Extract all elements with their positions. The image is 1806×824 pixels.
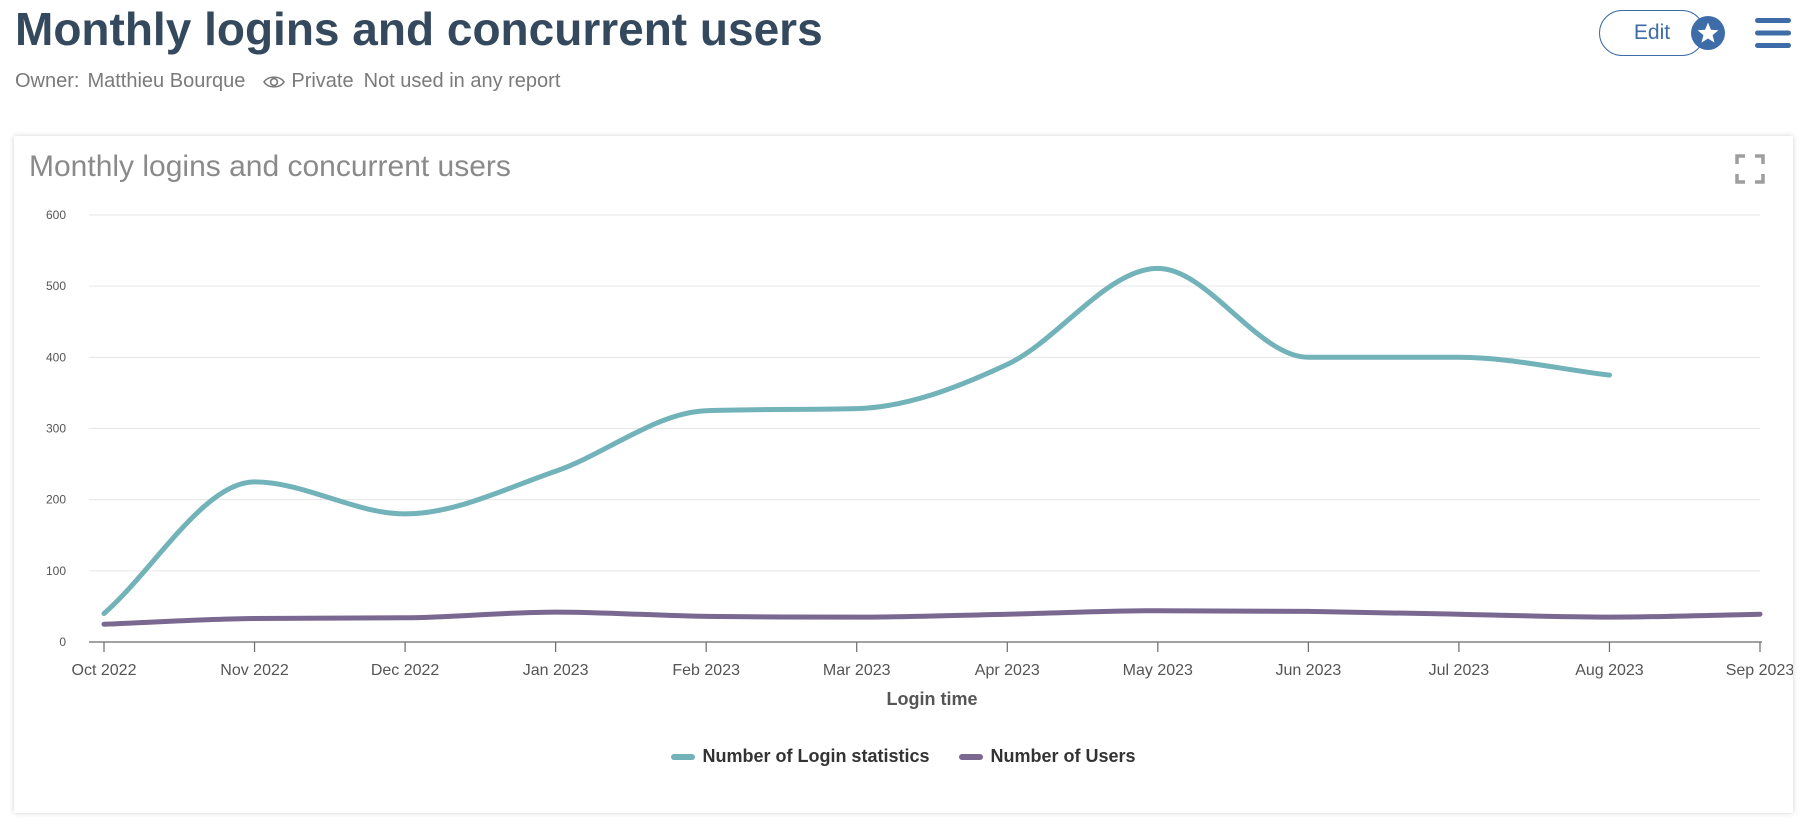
x-tick-label: Jan 2023: [523, 662, 589, 679]
page-title: Monthly logins and concurrent users: [15, 3, 823, 55]
series-line-1: [101, 265, 1612, 616]
x-tick-label: Nov 2022: [220, 662, 289, 679]
legend-item-1[interactable]: Number of Login statistics: [671, 746, 929, 767]
chart-card: Monthly logins and concurrent users 0 100…: [14, 136, 1793, 813]
x-tick-label: Dec 2022: [371, 662, 440, 679]
y-tick-label: 500: [46, 279, 66, 293]
legend-item-2[interactable]: Number of Users: [959, 746, 1136, 767]
x-tick-label: Oct 2022: [72, 662, 137, 679]
x-tick-label: Apr 2023: [975, 662, 1040, 679]
x-tick-label: Jul 2023: [1429, 662, 1490, 679]
line-chart: 0 100 200 300 400 500 600 Oct 2022 Nov 2022 Dec 2…: [46, 208, 1793, 709]
x-tick-label: Feb 2023: [672, 662, 740, 679]
legend-swatch: [671, 753, 696, 760]
x-tick-label: Sep 2023: [1726, 662, 1793, 679]
visibility-label: Private: [291, 70, 354, 92]
fullscreen-icon[interactable]: [1735, 154, 1765, 189]
legend-label: Number of Users: [990, 746, 1136, 766]
y-tick-label: 0: [59, 635, 66, 649]
y-tick-label: 300: [46, 422, 66, 436]
edit-button[interactable]: Edit: [1599, 10, 1705, 56]
owner-name: Matthieu Bourque: [87, 70, 246, 92]
legend-label: Number of Login statistics: [702, 746, 930, 766]
x-tick-label: May 2023: [1123, 662, 1193, 679]
y-tick-label: 100: [46, 564, 66, 578]
y-tick-label: 200: [46, 493, 66, 507]
chart-legend: Number of Login statistics Number of User…: [14, 746, 1793, 767]
star-icon[interactable]: [1690, 15, 1726, 56]
usage-label: Not used in any report: [363, 70, 561, 92]
eye-icon: [263, 74, 286, 90]
y-tick-label: 600: [46, 208, 66, 222]
owner-label: Owner:: [15, 70, 80, 92]
x-axis-title: Login time: [887, 689, 978, 709]
chart-title: Monthly logins and concurrent users: [29, 150, 511, 183]
x-tick-label: Jun 2023: [1275, 662, 1341, 679]
x-tick-label: Aug 2023: [1575, 662, 1644, 679]
x-tick-label: Mar 2023: [823, 662, 891, 679]
series-line-2: [101, 608, 1763, 627]
y-tick-label: 400: [46, 350, 66, 364]
report-meta: Owner: Matthieu Bourque Private Not used…: [15, 70, 560, 93]
hamburger-menu-icon[interactable]: [1754, 16, 1792, 55]
legend-swatch: [959, 753, 984, 760]
